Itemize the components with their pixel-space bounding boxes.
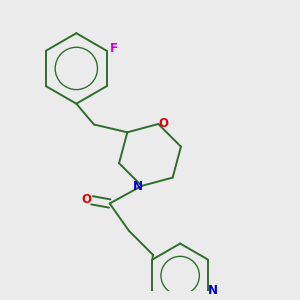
Text: O: O — [158, 116, 168, 130]
Text: N: N — [208, 284, 218, 297]
Text: F: F — [110, 42, 118, 55]
Text: N: N — [133, 180, 142, 193]
Text: O: O — [81, 193, 91, 206]
